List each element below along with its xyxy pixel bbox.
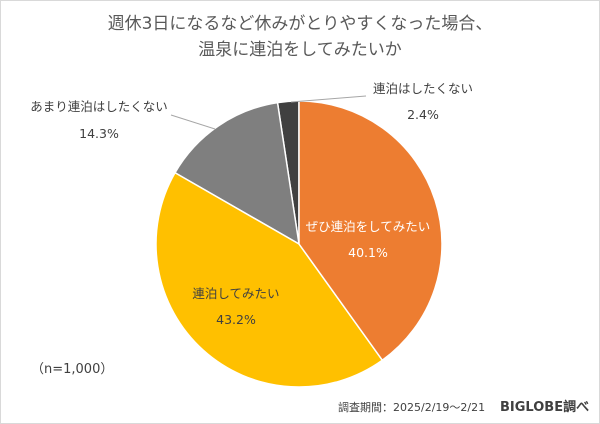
chart-title: 週休3日になるなど休みがとりやすくなった場合、 温泉に連泊をしてみたいか: [1, 11, 599, 63]
source-credit: BIGLOBE調べ: [500, 400, 590, 415]
slice-label-3: 連泊はしたくない 2.4%: [372, 81, 473, 122]
sample-size-note: （n=1,000）: [31, 362, 114, 377]
leader-line-slice-2: [170, 114, 216, 130]
slice-label-0: ぜひ連泊をしてみたい 40.1%: [305, 219, 431, 260]
survey-period: 調査期間：2025/2/19～2/21: [338, 401, 486, 414]
leader-line-slice-3: [290, 95, 367, 103]
pie-slice-2: [173, 101, 300, 246]
pie-slice-1: [155, 171, 384, 388]
pie-slice-0: [298, 100, 443, 362]
slice-label-2: あまり連泊はしたくない 14.3%: [30, 99, 168, 141]
title-line-1: 週休3日になるなど休みがとりやすくなった場合、: [107, 14, 493, 34]
title-line-2: 温泉に連泊をしてみたいか: [198, 40, 402, 60]
slice-label-1: 連泊してみたい 43.2%: [192, 286, 280, 327]
